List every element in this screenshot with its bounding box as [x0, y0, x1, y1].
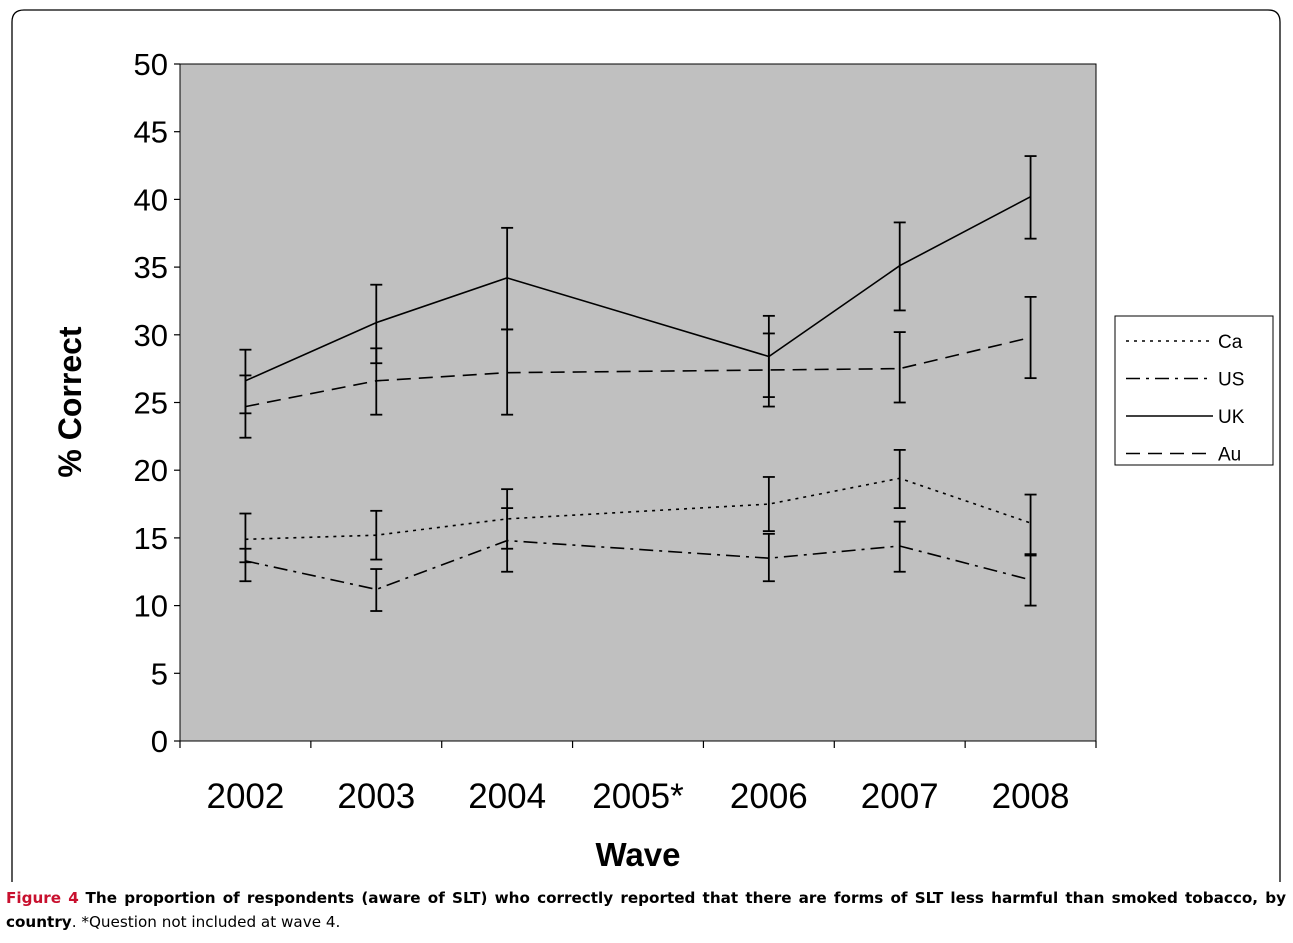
x-tick-label: 2007: [861, 777, 939, 816]
figure-caption: Figure 4 The proportion of respondents (…: [6, 886, 1286, 934]
y-tick-label: 10: [134, 589, 168, 624]
x-tick-label: 2003: [337, 777, 415, 816]
legend-box: [1115, 316, 1273, 465]
y-tick-label: 15: [134, 521, 168, 556]
legend-label-us: US: [1218, 370, 1244, 391]
y-axis-label: % Correct: [52, 326, 88, 478]
y-tick-label: 35: [134, 250, 168, 285]
y-tick-label: 25: [134, 386, 168, 421]
x-tick-label: 2002: [206, 777, 284, 816]
y-tick-label: 30: [134, 318, 168, 353]
x-axis-label: Wave: [596, 836, 681, 873]
legend-label-uk: UK: [1218, 407, 1245, 428]
y-tick-label: 5: [151, 656, 168, 691]
caption-figure-number: Figure 4: [6, 889, 79, 907]
x-tick-label: 2004: [468, 777, 546, 816]
y-tick-label: 0: [151, 724, 168, 759]
x-tick-label: 2008: [992, 777, 1070, 816]
caption-note: . *Question not included at wave 4.: [72, 913, 341, 931]
plot-area: [180, 64, 1096, 741]
y-tick-label: 50: [134, 47, 168, 82]
x-tick-label: 2006: [730, 777, 808, 816]
legend: Ca US UK Au: [1115, 316, 1273, 466]
y-tick-label: 20: [134, 453, 168, 488]
y-tick-label: 40: [134, 182, 168, 217]
legend-label-au: Au: [1218, 445, 1241, 466]
y-tick-label: 45: [134, 115, 168, 150]
x-tick-label: 2005*: [592, 777, 684, 816]
legend-label-ca: Ca: [1218, 332, 1243, 353]
